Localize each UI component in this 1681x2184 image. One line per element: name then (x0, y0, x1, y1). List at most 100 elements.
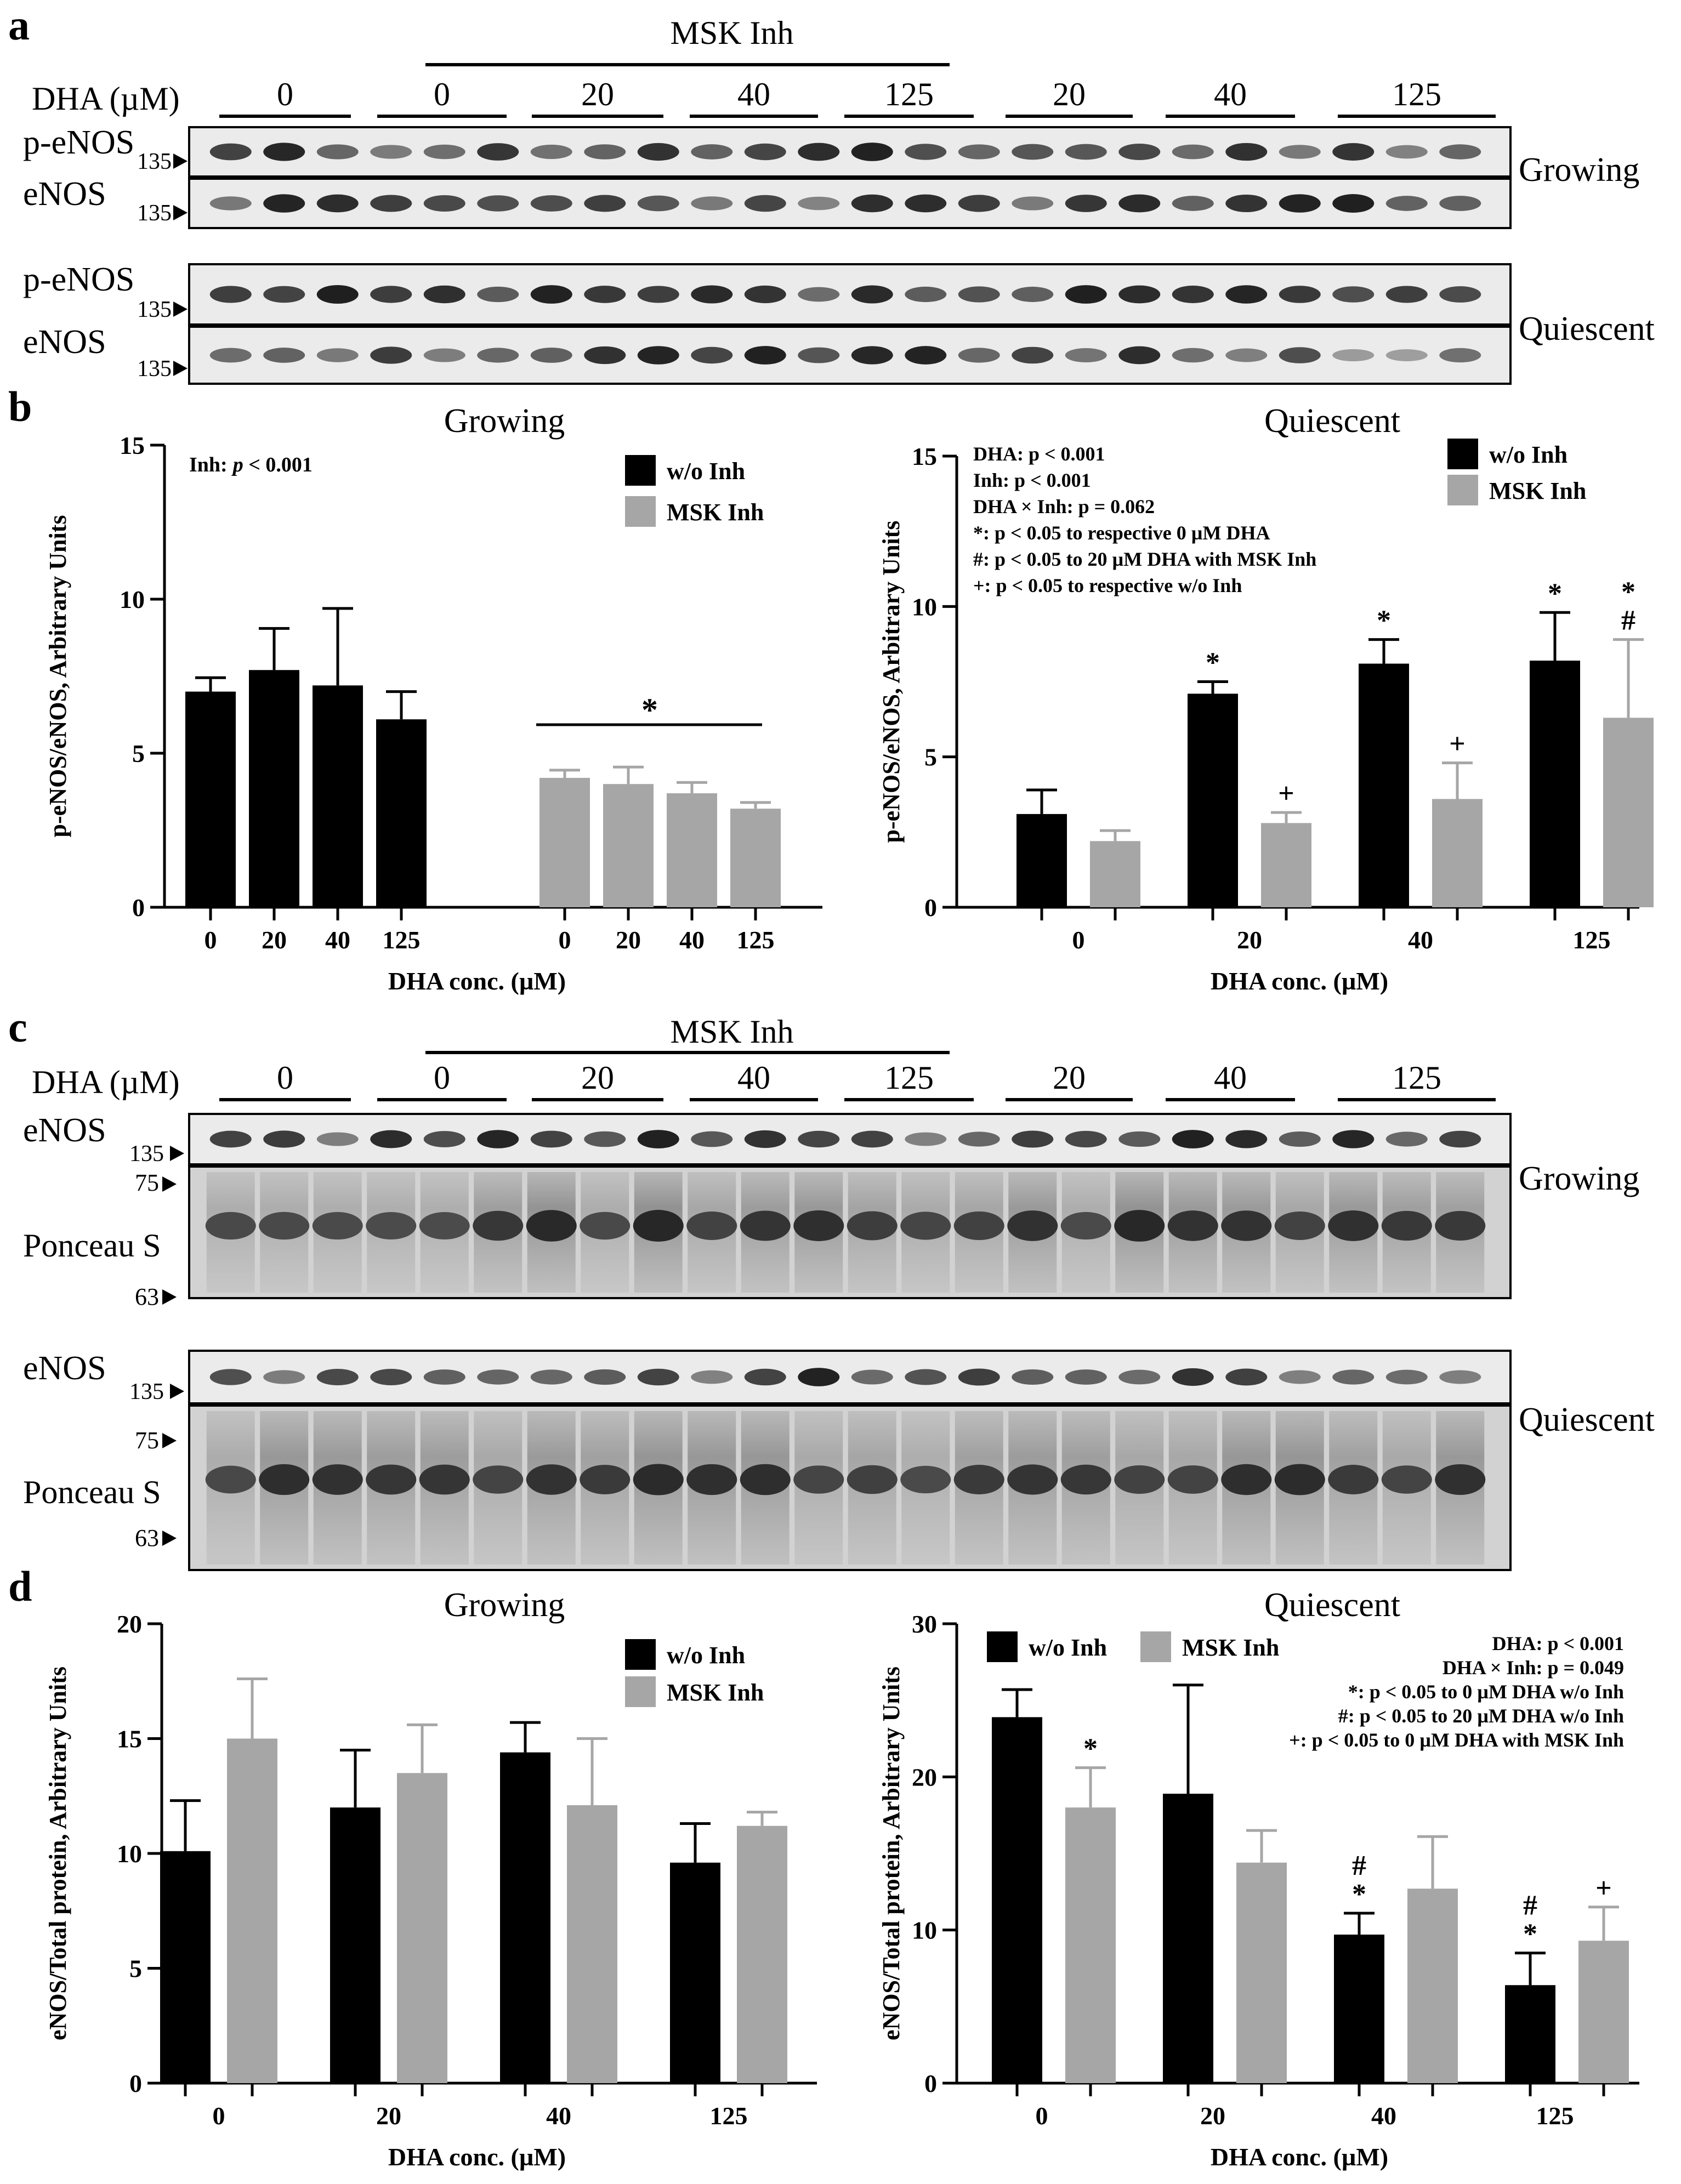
blot-a-strip-0-band (1385, 145, 1428, 159)
bar (1407, 1889, 1458, 2083)
bar (1530, 661, 1580, 907)
bar (1334, 1935, 1384, 2083)
panel-label-a: a (8, 1, 30, 49)
blot-a-strip-0-band (477, 143, 519, 161)
x-tick-label: 0 (213, 2102, 225, 2130)
blot-c-enos-quiescent-band (905, 1369, 947, 1385)
blot-c-enos-label: eNOS (23, 1112, 106, 1149)
blot-c-ponceau-growing-band (686, 1211, 737, 1241)
bar (249, 670, 299, 907)
chart-b-quiescent: Quiescent 0 5 10 15 p-eNOS/eNOS, Arbitrary Un… (878, 402, 1654, 995)
blot-c-ponceau-quiescent-band (633, 1464, 684, 1495)
blot-a-strip-0-band (1012, 144, 1054, 160)
blot-c-enos-growing-band (905, 1132, 947, 1146)
stats-line: DHA: p < 0.001 (1492, 1633, 1624, 1654)
x-tick-label: 20 (1237, 926, 1262, 954)
blot-c-enos-growing-band (477, 1130, 519, 1148)
blot-c-enos-growing-band (637, 1130, 679, 1148)
blot-c-ponceau-growing-band (953, 1211, 1004, 1241)
blot-c-ponceau-growing-band (633, 1210, 684, 1242)
blot-c-ponceau-growing-band (793, 1210, 844, 1242)
legend-label: MSK Inh (1182, 1634, 1279, 1661)
blot-a-strip-2-band (1065, 285, 1107, 304)
blot-c-ponceau-growing-band (1274, 1212, 1325, 1240)
blot-c-group-label: 125 (884, 1060, 934, 1096)
blot-a-strip-3-band (851, 346, 893, 365)
y-tick-label: 20 (117, 1610, 142, 1638)
y-tick-label: 5 (132, 740, 145, 767)
bar (397, 1773, 447, 2083)
bar (737, 1825, 787, 2083)
blot-c-ponceau-quiescent-band (1114, 1465, 1165, 1494)
blot-c-ponceau-quiescent-band (740, 1464, 791, 1495)
panel-label-c: c (8, 1003, 27, 1051)
x-tick-label: 20 (376, 2102, 401, 2130)
blot-c-ponceau-quiescent-band (1381, 1465, 1432, 1494)
y-tick-label: 5 (924, 743, 937, 771)
y-tick-label: 10 (912, 1916, 937, 1944)
blot-a-strip-0-band (744, 143, 786, 161)
x-axis-label: DHA conc. (µM) (1211, 967, 1388, 995)
significance-mark: # (1621, 605, 1635, 636)
blot-c-group-label: 125 (1392, 1060, 1441, 1096)
blot-c-condition-growing: Growing (1519, 1160, 1639, 1197)
blot-a-strip-3-band (905, 346, 947, 365)
blot-a-strip-2-band (584, 286, 626, 303)
panel-label-b: b (8, 383, 32, 430)
blot-c-ponceau-growing-band (312, 1212, 363, 1240)
blot-a-strip-0-band (905, 144, 947, 160)
blot-a-row-label: p-eNOS (23, 261, 134, 298)
blot-a-strip-0-band (1118, 143, 1161, 161)
blot-c-enos-quiescent-band (1385, 1369, 1428, 1385)
blot-c-ponceau-quiescent-band (526, 1464, 577, 1495)
blot-c-ponceau-growing-band (205, 1212, 256, 1240)
blot-a-strip-3-band (530, 348, 572, 363)
bar (227, 1738, 277, 2083)
blot-a-strip-1-band (423, 195, 465, 212)
blot-a-strip-1-band (477, 195, 519, 212)
blot-a-strip-1-band (1172, 196, 1214, 211)
blot-c-ponceau-growing-band (1060, 1212, 1111, 1240)
y-tick-label: 15 (912, 442, 937, 470)
blot-c-enos-quiescent-band (584, 1369, 626, 1385)
y-axis-label: p-eNOS/eNOS, Arbitrary Units (878, 521, 905, 843)
blot-c-ponceau-marker-63: 63 (135, 1283, 159, 1310)
blot-a-strip-1-band (1279, 194, 1321, 213)
blot-a-strip-0-band (584, 144, 626, 160)
panel-labels: a b c d (8, 1, 32, 1610)
blot-c-enos-label: eNOS (23, 1350, 106, 1387)
blot-c-ponceau-quiescent-band (1007, 1464, 1058, 1495)
blot-c-ponceau-marker-63: 63 (135, 1525, 159, 1551)
blot-a-strip-0-band (1332, 143, 1375, 161)
bar (567, 1805, 617, 2083)
blot-a-row-label: p-eNOS (23, 124, 134, 161)
chart-title: Quiescent (1264, 402, 1400, 440)
blot-c-ponceau-growing-band (473, 1210, 524, 1241)
blot-a-strip-1-band (905, 194, 947, 213)
blot-a-strip-3-band (691, 346, 733, 364)
blot-c-enos-quiescent-band (423, 1369, 465, 1385)
bar (1505, 1985, 1555, 2083)
blot-a-strip-1-band (637, 195, 679, 212)
blot-c-enos-growing-band (1172, 1130, 1214, 1148)
blot-a-strip-1-band (958, 195, 1000, 212)
bar (670, 1862, 720, 2083)
blot-c-enos-quiescent-band (1065, 1369, 1107, 1385)
blot-c-ponceau-growing-band (1221, 1210, 1272, 1241)
legend-label: MSK Inh (667, 1679, 764, 1706)
x-tick-label: 20 (1200, 2102, 1225, 2130)
blot-c-enos-marker-arrow (170, 1146, 184, 1161)
bar (992, 1717, 1042, 2083)
blot-a-marker-arrow (173, 302, 188, 317)
blot-a-strip-3-band (1279, 347, 1321, 363)
blot-c-enos-quiescent-band (1225, 1368, 1268, 1386)
blot-c-ponceau-quiescent-band (473, 1465, 524, 1494)
blot-c-enos-growing-band (584, 1131, 626, 1147)
significance-mark: + (1595, 1873, 1612, 1904)
chart-b-growing: Growing 0 5 10 15 p-eNOS/eNOS, Arbitrary Unit… (44, 402, 822, 995)
bar (1359, 663, 1409, 907)
blot-a-strip-3-band (1385, 349, 1428, 362)
x-tick-label: 125 (1573, 926, 1611, 954)
bar (1065, 1807, 1116, 2083)
x-tick-label: 20 (262, 926, 287, 954)
